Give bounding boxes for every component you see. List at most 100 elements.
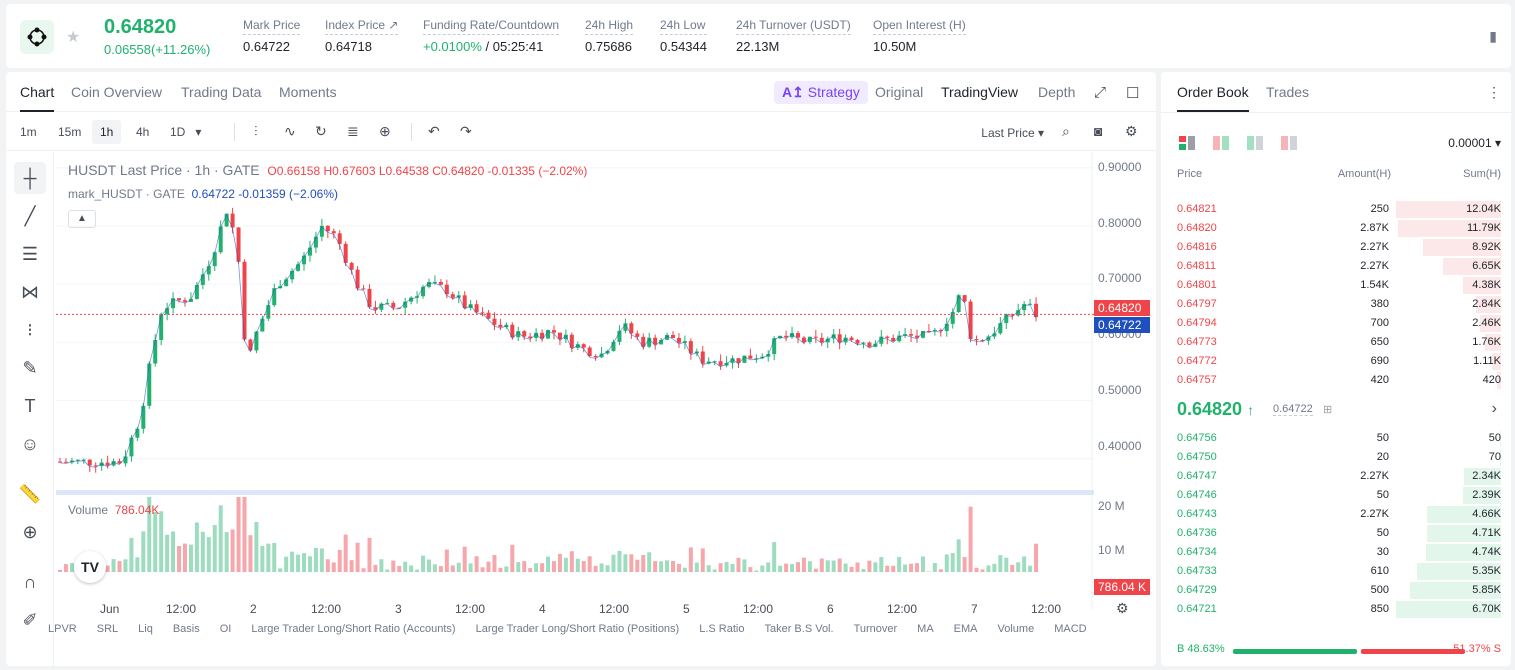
ind-taker-vol[interactable]: Taker B.S Vol. bbox=[764, 623, 834, 635]
bid-row[interactable]: 0.64746 50 2.39K bbox=[1161, 486, 1511, 505]
settings-gear-icon[interactable]: ⚙ bbox=[1125, 123, 1138, 139]
undo-icon[interactable]: ↶ bbox=[428, 123, 440, 139]
interval-4h[interactable]: 4h bbox=[136, 125, 150, 139]
volume-bar bbox=[593, 565, 598, 572]
ask-row[interactable]: 0.64794 700 2.46K bbox=[1161, 314, 1511, 333]
ask-row[interactable]: 0.64820 2.87K 11.79K bbox=[1161, 219, 1511, 238]
interval-1m[interactable]: 1m bbox=[20, 125, 37, 139]
tab-order-book[interactable]: Order Book bbox=[1177, 84, 1249, 112]
ind-lt-accounts[interactable]: Large Trader Long/Short Ratio (Accounts) bbox=[251, 623, 456, 635]
ind-ma[interactable]: MA bbox=[917, 623, 934, 635]
tab-original[interactable]: Original bbox=[875, 84, 924, 100]
stat-index-price[interactable]: Index Price ↗ 0.64718 bbox=[325, 18, 399, 54]
camera-icon[interactable]: ◙ bbox=[1094, 123, 1103, 139]
indicators-icon[interactable]: ∿ bbox=[284, 123, 296, 139]
ind-ls-ratio[interactable]: L.S Ratio bbox=[699, 623, 745, 635]
lock-draw-icon[interactable]: ✐ bbox=[22, 609, 38, 630]
interval-1h[interactable]: 1h bbox=[92, 120, 122, 144]
replay-icon[interactable]: ↻ bbox=[315, 123, 327, 139]
candle bbox=[75, 459, 80, 461]
tab-trading-data[interactable]: Trading Data bbox=[181, 84, 262, 100]
ind-turnover[interactable]: Turnover bbox=[853, 623, 898, 635]
book-icon[interactable]: ▮ bbox=[1489, 28, 1497, 44]
ind-liq[interactable]: Liq bbox=[138, 623, 153, 635]
expand-icon[interactable]: ⤢ bbox=[1094, 84, 1107, 101]
pattern-icon[interactable]: ⋈ bbox=[21, 281, 39, 302]
window-icon[interactable]: ☐ bbox=[1126, 85, 1140, 102]
interval-1d[interactable]: 1D ▾ bbox=[170, 125, 202, 139]
ind-lpvr[interactable]: LPVR bbox=[48, 623, 77, 635]
ind-basis[interactable]: Basis bbox=[172, 623, 200, 635]
more-menu-icon[interactable]: ⋮ bbox=[1487, 84, 1501, 100]
price-chart[interactable] bbox=[56, 152, 1096, 610]
bid-row[interactable]: 0.64729 500 5.85K bbox=[1161, 581, 1511, 600]
ind-oi[interactable]: OI bbox=[219, 623, 232, 635]
volume-bar bbox=[766, 562, 771, 572]
ask-row[interactable]: 0.64773 650 1.76K bbox=[1161, 333, 1511, 352]
candle bbox=[665, 334, 670, 340]
tab-coin-overview[interactable]: Coin Overview bbox=[71, 84, 163, 100]
price-source-select[interactable]: Last Price ▾ bbox=[981, 126, 1044, 140]
candle bbox=[194, 284, 199, 299]
crosshair-icon[interactable]: ┼ bbox=[14, 162, 46, 194]
chevron-right-icon[interactable]: › bbox=[1491, 400, 1497, 417]
bid-row[interactable]: 0.64734 30 4.74K bbox=[1161, 543, 1511, 562]
pane-separator[interactable] bbox=[56, 490, 1094, 495]
bid-row[interactable]: 0.64747 2.27K 2.34K bbox=[1161, 467, 1511, 486]
ask-row[interactable]: 0.64801 1.54K 4.38K bbox=[1161, 276, 1511, 295]
layout-bids-icon[interactable] bbox=[1247, 136, 1263, 150]
favorite-star-icon[interactable]: ★ bbox=[66, 29, 81, 46]
bid-row[interactable]: 0.64721 850 6.70K bbox=[1161, 600, 1511, 619]
candle-type-icon[interactable]: ⫶ bbox=[254, 123, 258, 139]
mark-info-icon[interactable]: ⊞ bbox=[1323, 404, 1333, 416]
tab-moments[interactable]: Moments bbox=[279, 84, 337, 100]
ind-srl[interactable]: SRL bbox=[96, 623, 119, 635]
ask-row[interactable]: 0.64816 2.27K 8.92K bbox=[1161, 238, 1511, 257]
ind-lt-positions[interactable]: Large Trader Long/Short Ratio (Positions… bbox=[475, 623, 680, 635]
fib-icon[interactable]: ⁝ bbox=[27, 319, 33, 340]
layout-both-icon[interactable] bbox=[1179, 136, 1195, 150]
ask-row[interactable]: 0.64821 250 12.04K bbox=[1161, 200, 1511, 219]
bid-row[interactable]: 0.64733 610 5.35K bbox=[1161, 562, 1511, 581]
bid-row[interactable]: 0.64736 50 4.71K bbox=[1161, 524, 1511, 543]
bid-row[interactable]: 0.64756 50 50 bbox=[1161, 429, 1511, 448]
trendline-icon[interactable]: ╱ bbox=[24, 205, 36, 226]
alert-add-icon[interactable]: ⊕ bbox=[379, 123, 391, 139]
tab-chart[interactable]: Chart bbox=[20, 84, 55, 112]
ask-row[interactable]: 0.64772 690 1.11K bbox=[1161, 352, 1511, 371]
candle bbox=[831, 334, 836, 339]
ind-macd[interactable]: MACD bbox=[1054, 623, 1087, 635]
text-tool-icon[interactable]: T bbox=[24, 395, 36, 416]
magnet-icon[interactable]: ∩ bbox=[23, 571, 37, 592]
tab-depth[interactable]: Depth bbox=[1038, 84, 1076, 100]
candle bbox=[754, 358, 759, 360]
layout-asks-icon[interactable] bbox=[1281, 136, 1297, 150]
ind-volume[interactable]: Volume bbox=[997, 623, 1035, 635]
bid-row[interactable]: 0.64750 20 70 bbox=[1161, 448, 1511, 467]
strategy-button[interactable]: A↥ Strategy bbox=[774, 81, 868, 104]
legend-collapse-button[interactable]: ▲ bbox=[68, 210, 96, 228]
depth-bar bbox=[1410, 582, 1501, 599]
bid-row[interactable]: 0.64743 2.27K 4.66K bbox=[1161, 505, 1511, 524]
candle bbox=[790, 333, 795, 338]
tab-trades[interactable]: Trades bbox=[1266, 84, 1310, 100]
ask-row[interactable]: 0.64797 380 2.84K bbox=[1161, 295, 1511, 314]
precision-select[interactable]: 0.00001 ▾ bbox=[1448, 136, 1501, 150]
ask-row[interactable]: 0.64811 2.27K 6.65K bbox=[1161, 257, 1511, 276]
zoom-in-icon[interactable]: ⊕ bbox=[22, 521, 38, 542]
templates-icon[interactable]: ≣ bbox=[347, 123, 359, 139]
redo-icon[interactable]: ↷ bbox=[460, 123, 472, 139]
ruler-icon[interactable]: 📏 bbox=[18, 483, 42, 504]
horizontal-lines-icon[interactable]: ☰ bbox=[21, 243, 39, 264]
axis-settings-icon[interactable]: ⚙ bbox=[1116, 600, 1129, 616]
brush-icon[interactable]: ✎ bbox=[22, 357, 38, 378]
interval-15m[interactable]: 15m bbox=[58, 125, 82, 139]
tab-tradingview[interactable]: TradingView bbox=[941, 84, 1019, 100]
search-icon[interactable]: ⌕ bbox=[1062, 123, 1070, 139]
emoji-icon[interactable]: ☺ bbox=[20, 433, 40, 454]
volume-bar bbox=[849, 566, 854, 572]
layout-mixed-icon[interactable] bbox=[1213, 136, 1229, 150]
ind-ema[interactable]: EMA bbox=[953, 623, 978, 635]
ask-row[interactable]: 0.64757 420 420 bbox=[1161, 371, 1511, 390]
volume-bar bbox=[528, 568, 533, 572]
